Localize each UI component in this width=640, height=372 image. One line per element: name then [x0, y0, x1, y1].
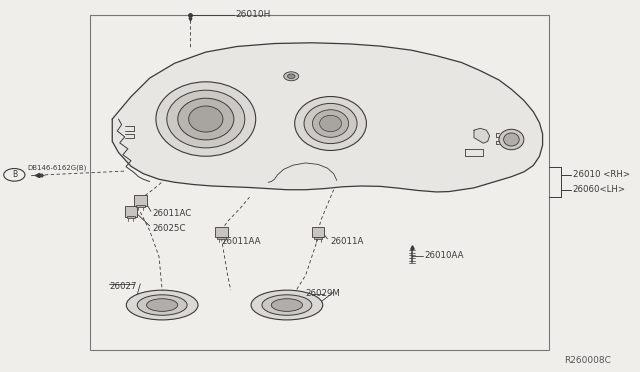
Text: 26029M: 26029M [305, 289, 340, 298]
Ellipse shape [189, 106, 223, 132]
Polygon shape [474, 128, 490, 143]
Text: 26060<LH>: 26060<LH> [573, 185, 625, 194]
Ellipse shape [499, 129, 524, 150]
Bar [90, 15, 549, 350]
Text: 26010H: 26010H [235, 10, 271, 19]
Text: R260008C: R260008C [564, 356, 611, 365]
Ellipse shape [294, 97, 367, 150]
Text: 26010 <RH>: 26010 <RH> [573, 170, 630, 179]
Ellipse shape [319, 115, 342, 132]
Ellipse shape [178, 98, 234, 140]
Ellipse shape [504, 133, 519, 146]
Text: 26010AA: 26010AA [424, 251, 463, 260]
Ellipse shape [304, 103, 357, 144]
Ellipse shape [262, 295, 312, 315]
Ellipse shape [137, 295, 187, 315]
Text: 26011A: 26011A [330, 237, 364, 246]
Text: 26027: 26027 [109, 282, 137, 291]
Bar [127, 216, 135, 218]
Text: DB146-6162G(B): DB146-6162G(B) [28, 164, 87, 171]
Ellipse shape [156, 82, 256, 156]
Bar [215, 227, 228, 237]
Bar [312, 227, 324, 237]
Circle shape [284, 72, 299, 81]
Ellipse shape [312, 110, 349, 137]
Ellipse shape [126, 290, 198, 320]
Bar [136, 205, 145, 207]
Ellipse shape [251, 290, 323, 320]
Text: B: B [12, 170, 17, 179]
Bar [125, 206, 137, 217]
Polygon shape [112, 43, 543, 192]
Text: 26011AA: 26011AA [221, 237, 261, 246]
Ellipse shape [271, 299, 303, 311]
Bar [217, 237, 226, 239]
Bar [314, 237, 323, 239]
Ellipse shape [167, 90, 244, 148]
Text: 26011AC: 26011AC [153, 209, 192, 218]
Ellipse shape [147, 299, 178, 311]
Text: 26025C: 26025C [153, 224, 186, 233]
Bar [134, 195, 147, 206]
Circle shape [287, 74, 295, 78]
